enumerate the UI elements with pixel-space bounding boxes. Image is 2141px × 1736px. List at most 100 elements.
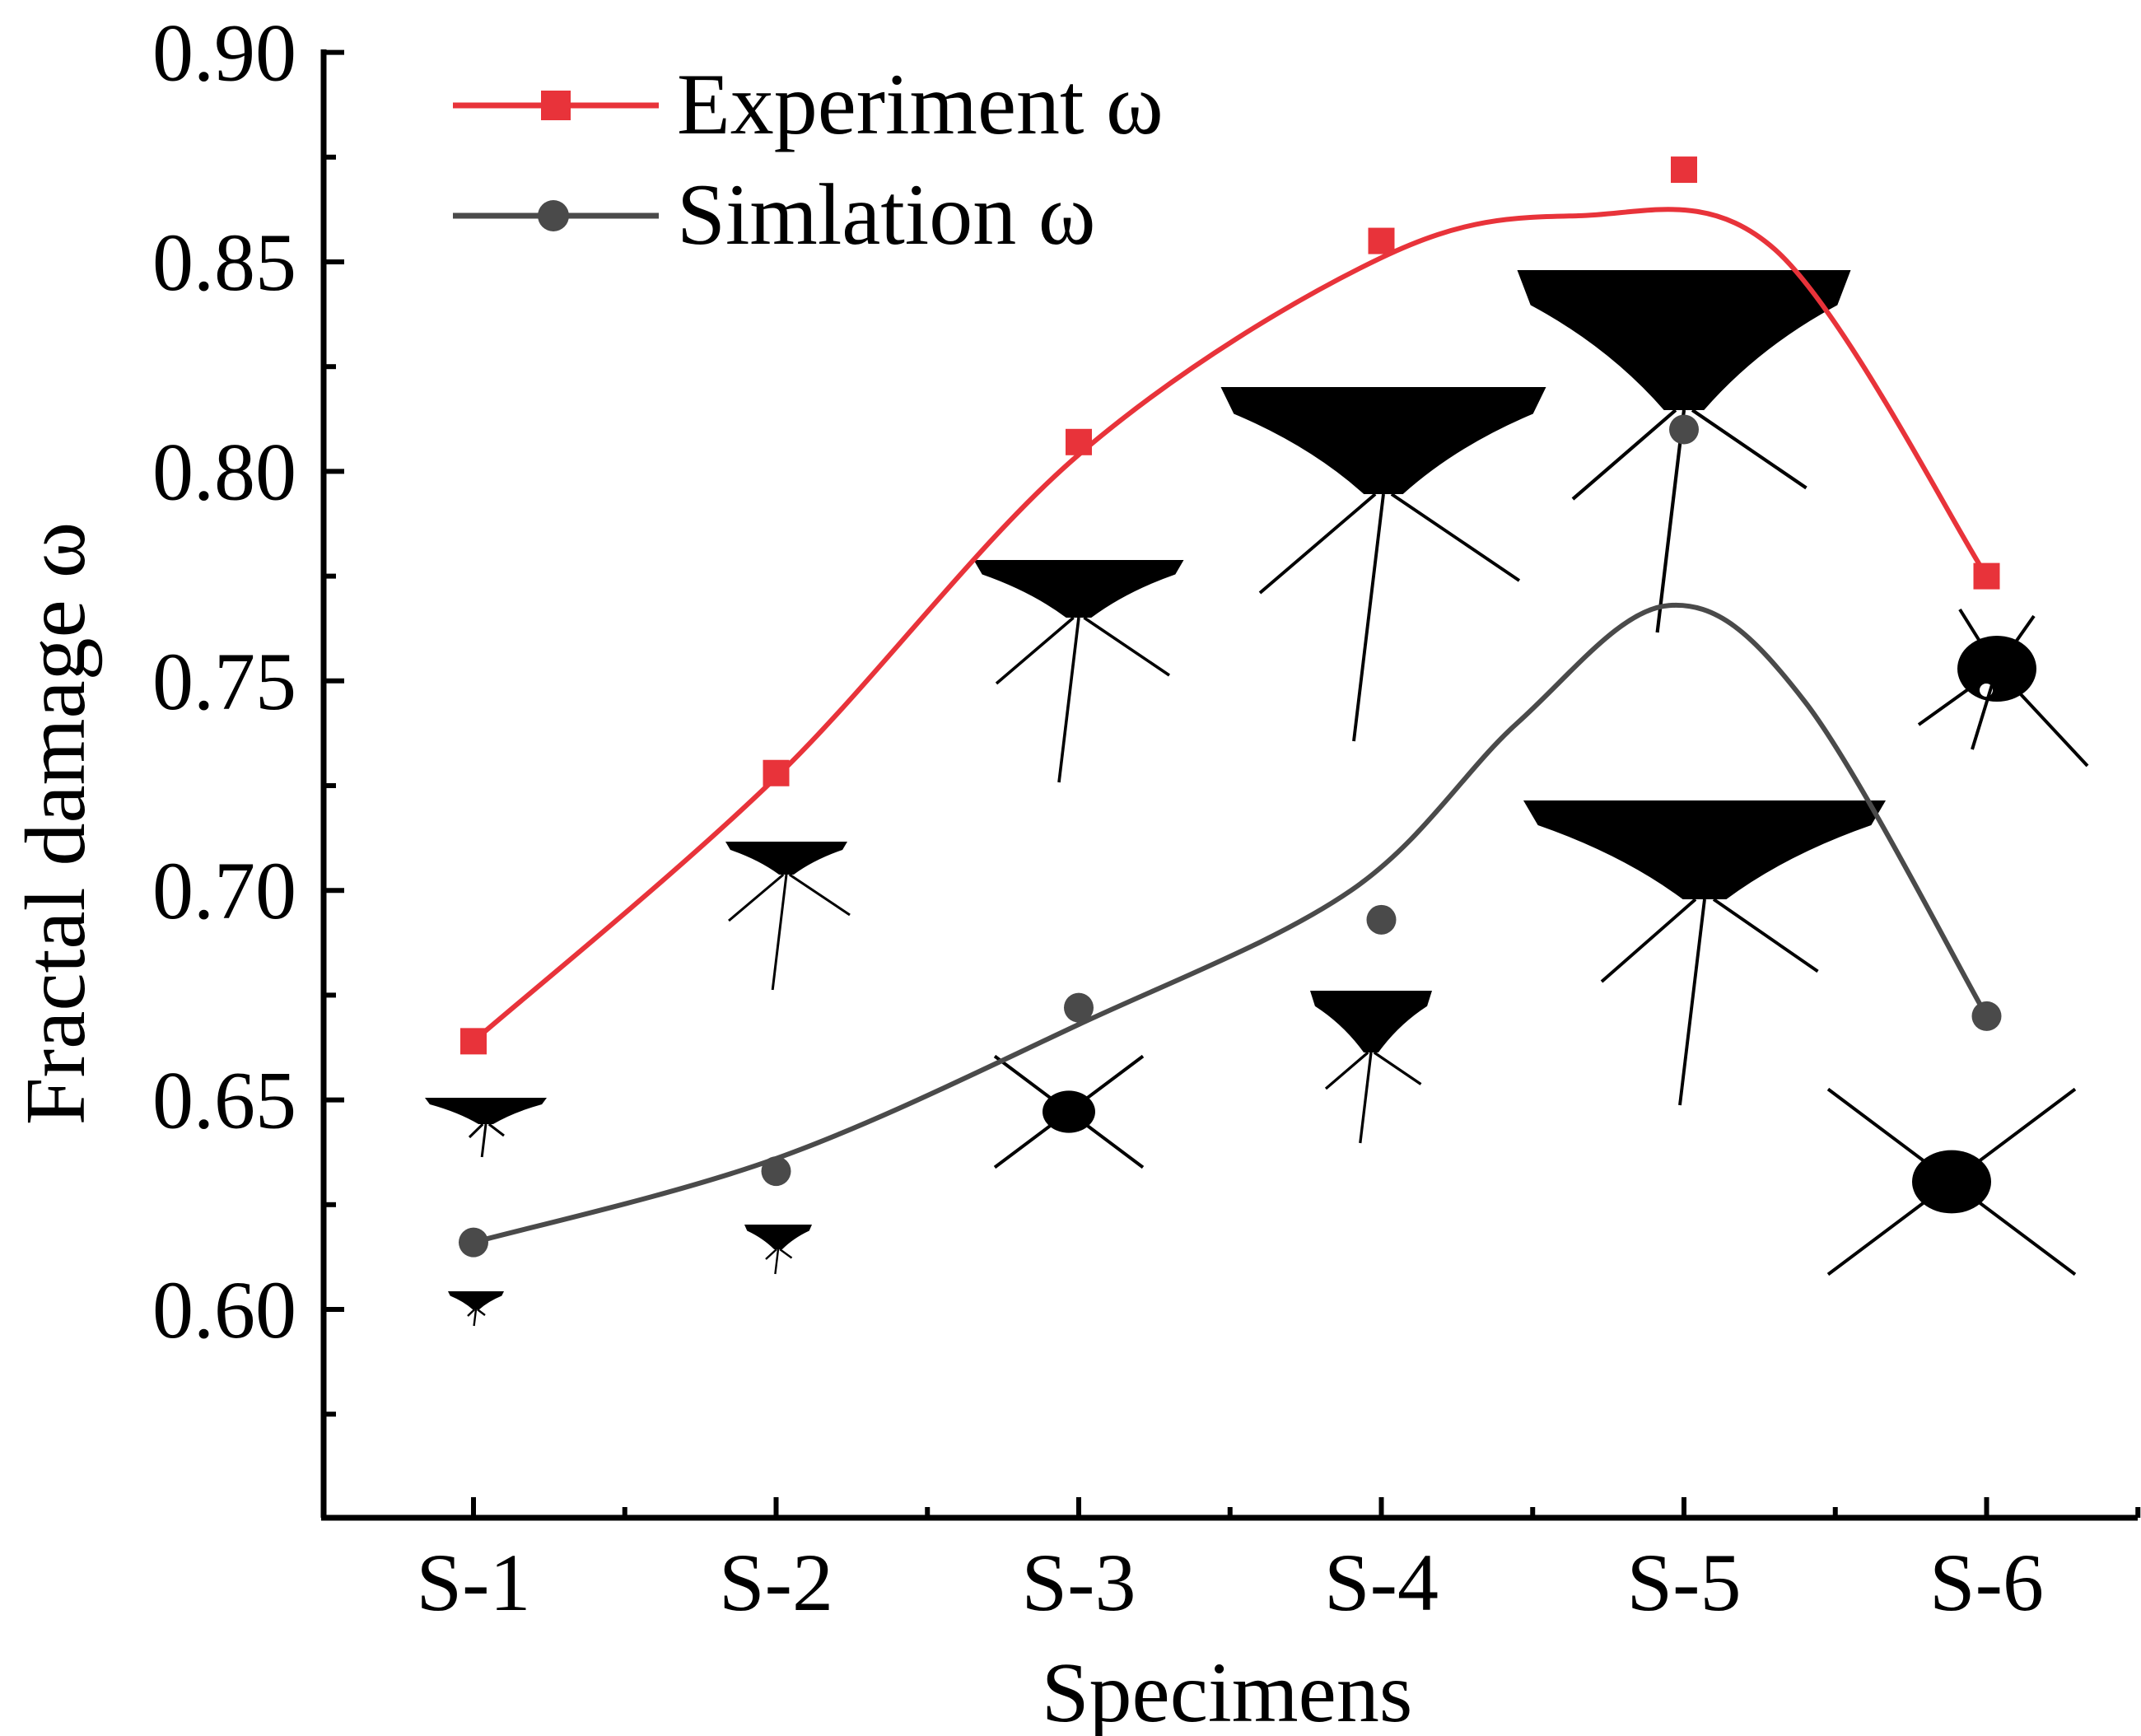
crack-branch: [487, 1122, 505, 1137]
data-point-square: [1671, 156, 1697, 184]
crack-branch: [1352, 493, 1385, 742]
x-axis-title: Specimens: [1042, 1645, 1413, 1736]
crack-branch: [476, 1309, 486, 1316]
x-tick-label: S-4: [1324, 1537, 1439, 1628]
crack-body: [448, 1291, 504, 1309]
crack-inset-exp-s2: [725, 842, 851, 991]
data-point-circle: [459, 1227, 488, 1258]
y-tick-label: 0.65: [152, 1055, 296, 1146]
crack-inset-sim-s6: [1826, 1087, 2077, 1276]
crack-body: [1310, 991, 1432, 1052]
y-tick-label: 0.85: [152, 217, 296, 308]
legend-marker-simulation: [538, 200, 569, 231]
crack-branch: [788, 873, 851, 917]
crack-body: [1523, 800, 1886, 899]
data-point-square: [460, 1028, 487, 1055]
data-point-circle: [1366, 904, 1397, 935]
crack-branch: [1600, 898, 1697, 983]
crack-body: [425, 1098, 547, 1124]
x-tick-label: S-5: [1627, 1537, 1742, 1628]
crack-branch: [1691, 408, 1807, 490]
crack-branch: [473, 1309, 478, 1327]
series-line: [473, 602, 1989, 1245]
crack-body: [744, 1225, 812, 1249]
crack-branch: [1950, 1180, 2077, 1276]
y-tick-label: 0.60: [152, 1264, 296, 1356]
crack-branch: [1917, 667, 1999, 726]
data-point-circle: [1064, 992, 1094, 1023]
crack-branch: [1995, 667, 2089, 768]
y-tick-label: 0.75: [152, 636, 296, 727]
crack-branch: [1057, 617, 1080, 783]
crack-branch: [1067, 1110, 1145, 1169]
crack-branch: [1678, 898, 1706, 1106]
crack-inset-sim-s3: [993, 1054, 1145, 1169]
crack-inset-sim-s1: [448, 1291, 504, 1327]
crack-branch: [1995, 614, 2036, 670]
crack-branch: [995, 616, 1075, 685]
crack-branch: [1826, 1087, 1953, 1183]
crack-branch: [774, 1248, 780, 1275]
data-point-circle: [1971, 1001, 2002, 1031]
crack-branch: [1373, 1051, 1422, 1085]
crack-inset-exp-s5: [1517, 270, 1851, 633]
crack-inset-exp-s3: [973, 560, 1184, 783]
crack-branch: [1655, 409, 1686, 633]
legend-label-simulation: Simlation ω: [677, 166, 1096, 263]
crack-body: [1517, 270, 1851, 410]
y-tick-label: 0.80: [152, 426, 296, 517]
series-line: [472, 207, 1989, 1043]
crack-branch: [771, 874, 788, 991]
crack-branch: [1359, 1052, 1373, 1144]
crack-branch: [1971, 668, 1999, 750]
crack-branch: [480, 1123, 487, 1158]
x-tick-label: S-1: [417, 1537, 531, 1628]
crack-inset-exp-s4: [1220, 387, 1546, 742]
y-tick-label: 0.70: [152, 845, 296, 936]
crack-branch: [1958, 608, 1999, 670]
x-ticks: S-1 S-2 S-3 S-4 S-5 S-6: [417, 1497, 2141, 1628]
crack-branch: [468, 1122, 484, 1139]
y-ticks: 0.60 0.65 0.70 0.75 0.80 0.85 0.90: [152, 7, 344, 1417]
y-axis-title: Fractal damage ω: [8, 522, 103, 1126]
crack-branch: [779, 1248, 793, 1259]
x-tick-label: S-2: [719, 1537, 833, 1628]
crack-body: [725, 842, 847, 875]
crack-branch: [765, 1248, 777, 1260]
crack-inset-sim-s4: [1310, 991, 1432, 1144]
crack-branch: [1950, 1087, 2077, 1183]
data-point-square: [1066, 428, 1092, 455]
crack-branch: [1324, 1051, 1369, 1090]
axes: [320, 49, 2138, 1521]
crack-branch: [1083, 616, 1171, 677]
legend: Experiment ω Simlation ω: [453, 56, 1164, 263]
series-layer: [459, 156, 2002, 1258]
x-tick-label: S-3: [1022, 1537, 1136, 1628]
data-point-circle: [1669, 414, 1699, 445]
crack-branch: [728, 873, 785, 922]
data-point-square: [1368, 227, 1395, 254]
crack-branch: [1712, 898, 1819, 973]
crack-branch: [467, 1309, 476, 1317]
crack-inset-exp-s6: [1917, 608, 2089, 768]
crack-body: [973, 560, 1184, 618]
x-tick-label: S-6: [1929, 1537, 2044, 1628]
crack-branch: [993, 1054, 1070, 1113]
crack-inset-exp-s1: [425, 1098, 547, 1158]
legend-marker-experiment: [541, 91, 571, 120]
crack-branch: [1067, 1054, 1145, 1113]
crack-inset-sim-s5: [1523, 800, 1886, 1106]
crack-inset-sim-s2: [744, 1225, 812, 1275]
data-point-square: [1973, 562, 2000, 590]
crack-branch: [1571, 408, 1677, 501]
data-point-square: [763, 759, 790, 786]
crack-pattern-insets: [425, 270, 2089, 1327]
crack-branch: [993, 1110, 1070, 1169]
y-tick-label: 0.90: [152, 7, 296, 99]
crack-branch: [1258, 492, 1377, 595]
crack-branch: [1826, 1180, 1953, 1276]
crack-body: [1220, 387, 1546, 494]
legend-label-experiment: Experiment ω: [677, 56, 1164, 152]
crack-branch: [1390, 492, 1521, 582]
